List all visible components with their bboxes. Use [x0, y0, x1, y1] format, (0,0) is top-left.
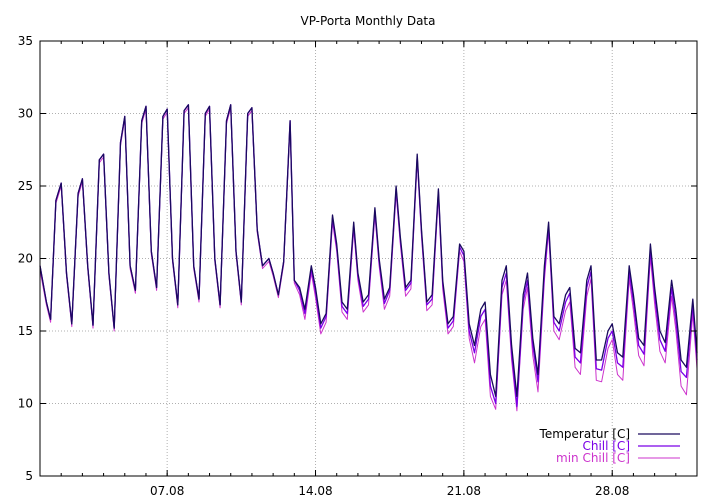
y-tick-label: 10 [18, 397, 33, 411]
series-line-temperatur [39, 104, 698, 397]
y-tick-label: 30 [18, 107, 33, 121]
legend-label: min Chill [C] [556, 451, 630, 465]
y-tick-label: 15 [18, 324, 33, 338]
axes: 5 10 15 20 25 30 35 07.08 14.08 21.08 28.08 [18, 34, 698, 498]
legend-label: Chill [C] [582, 439, 630, 453]
plot-series [39, 104, 698, 412]
x-tick-label: 28.08 [595, 484, 629, 498]
x-tick-label: 07.08 [150, 484, 184, 498]
x-tick-label: 21.08 [447, 484, 481, 498]
grid [40, 41, 697, 476]
y-tick-label: 20 [18, 252, 33, 266]
y-tick-label: 5 [25, 469, 33, 483]
y-tick-label: 25 [18, 179, 33, 193]
series-line-chill [39, 104, 698, 408]
x-tick-label: 14.08 [298, 484, 332, 498]
series-line-min-chill [39, 107, 698, 412]
legend-label: Temperatur [C] [539, 427, 630, 441]
chart-title: VP-Porta Monthly Data [301, 14, 436, 28]
legend: Temperatur [C]Chill [C]min Chill [C] [539, 427, 680, 465]
y-tick-label: 35 [18, 34, 33, 48]
